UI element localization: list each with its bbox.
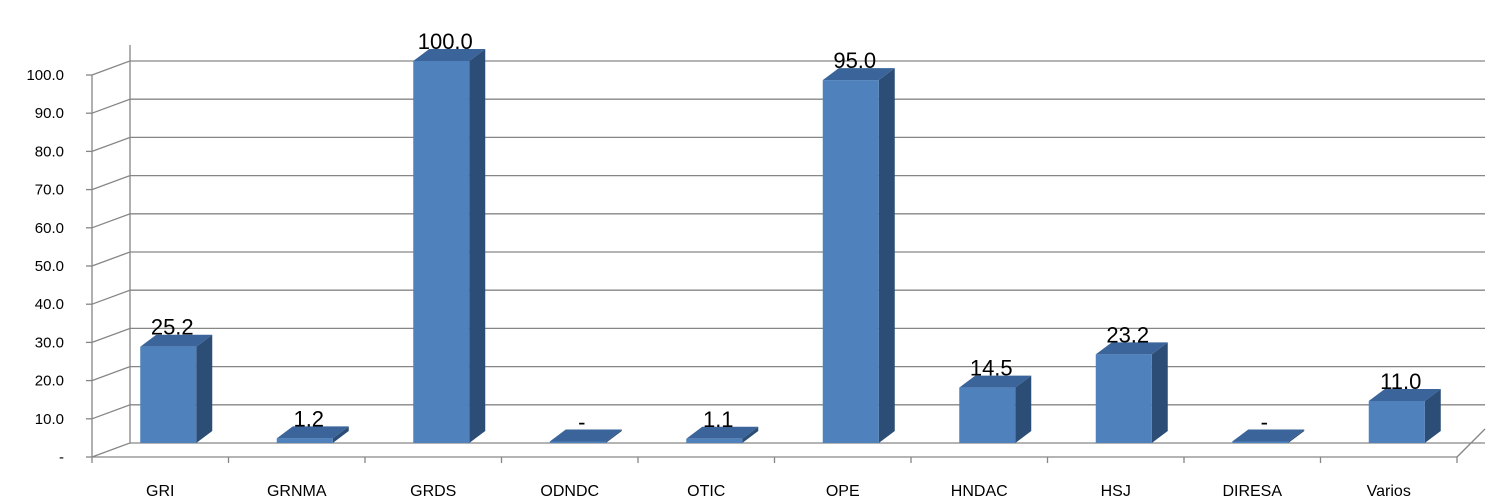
bar-varios (1368, 388, 1441, 443)
data-label: - (1261, 410, 1268, 435)
bar-top-face (822, 68, 895, 81)
x-tick-label: ODNDC (540, 483, 599, 500)
bar-front-face (822, 80, 879, 443)
bar-top-face (1095, 342, 1168, 355)
gridline (91, 289, 1485, 305)
bars (140, 49, 1441, 443)
gridline (91, 404, 1485, 420)
bar-front-face (276, 438, 333, 443)
y-tick-label: 100.0 (26, 67, 64, 84)
bar-side-face (605, 429, 622, 443)
floor-right-edge (1456, 428, 1486, 458)
x-tick-label: GRI (146, 483, 174, 500)
bar-gri (140, 334, 213, 443)
y-tick-label: 50.0 (35, 258, 64, 275)
x-tick-label: GRNMA (267, 483, 327, 500)
bar-side-face (1151, 342, 1168, 443)
x-tick-label: OTIC (687, 483, 725, 500)
bar-side-face (742, 426, 759, 443)
bar-front-face (1368, 400, 1425, 443)
x-tick-label: Varios (1367, 483, 1411, 500)
gridline (91, 327, 1485, 344)
y-tick-label: 20.0 (35, 373, 64, 390)
bar-side-face (1288, 429, 1305, 443)
y-tick-label: 40.0 (35, 296, 64, 313)
bar-side-face (878, 68, 895, 443)
gridline (91, 136, 1485, 153)
gridline (91, 60, 1485, 76)
bar-side-face (332, 426, 349, 443)
data-label: 14.5 (970, 356, 1013, 381)
bar-top-face (276, 426, 349, 439)
bar-front-face (549, 441, 606, 443)
x-tick-label: DIRESA (1222, 483, 1282, 500)
bar-side-face (1015, 375, 1032, 443)
data-label: 1.2 (293, 406, 324, 431)
y-tick-label: - (59, 449, 64, 466)
bar-front-face (686, 438, 743, 443)
data-label: - (578, 410, 585, 435)
data-label: 1.1 (703, 407, 734, 432)
gridline (91, 174, 1485, 191)
data-label: 11.0 (1380, 369, 1421, 394)
gridline (91, 213, 1485, 229)
y-tick-label: 80.0 (35, 143, 64, 160)
y-tick-label: 10.0 (35, 411, 64, 428)
bar-front-face (959, 387, 1016, 443)
bar-side-face (1424, 388, 1441, 443)
gridline (91, 251, 1485, 267)
data-label: 23.2 (1106, 322, 1149, 347)
data-label: 95.0 (833, 48, 876, 73)
bar-hndac (959, 375, 1032, 443)
bar-front-face (140, 346, 197, 443)
gridline (91, 365, 1485, 382)
y-axis-ticks: - 10.0 20.0 30.0 40.0 50.0 60.0 70.0 80.0 90.0 100… (26, 67, 1458, 466)
x-axis-labels: GRI GRNMA GRDS ODNDC OTIC OPE HNDAC HSJ DIRESA Va… (146, 483, 1411, 500)
x-tick-label: HNDAC (951, 483, 1008, 500)
y-tick-label: 90.0 (35, 105, 64, 122)
bar-top-face (140, 334, 213, 347)
bar-grnma (276, 426, 349, 443)
bar-front-face (1095, 354, 1152, 443)
data-labels: 25.2 1.2 100.0 - 1.1 95.0 14.5 23.2 - 11.0 (151, 29, 1422, 435)
bar-top-face (1232, 429, 1305, 442)
y-tick-label: 60.0 (35, 220, 64, 237)
bar-grds (413, 49, 486, 443)
gridline (91, 442, 1485, 458)
x-tick-label: HSJ (1101, 483, 1131, 500)
y-tick-label: 70.0 (35, 182, 64, 199)
bar-diresa (1232, 429, 1305, 443)
bar-top-face (549, 429, 622, 442)
bar-otic (686, 426, 759, 443)
x-tick-label: GRDS (410, 483, 456, 500)
bar-front-face (413, 61, 470, 443)
y-tick-label: 30.0 (35, 334, 64, 351)
x-tick-label: OPE (826, 483, 860, 500)
bar-top-face (1368, 388, 1441, 401)
data-label: 100.0 (418, 29, 473, 54)
bar-ope (822, 68, 895, 443)
bar-top-face (413, 49, 486, 61)
data-label: 25.2 (151, 315, 194, 340)
bar-side-face (469, 49, 486, 443)
bar-side-face (196, 334, 213, 443)
bar-front-face (1232, 441, 1289, 443)
gridline (91, 98, 1485, 114)
bar-top-face (686, 426, 759, 439)
gridlines (91, 45, 1486, 458)
bar-hsj (1095, 342, 1168, 443)
bar-odndc (549, 429, 622, 443)
bar-top-face (959, 375, 1032, 388)
